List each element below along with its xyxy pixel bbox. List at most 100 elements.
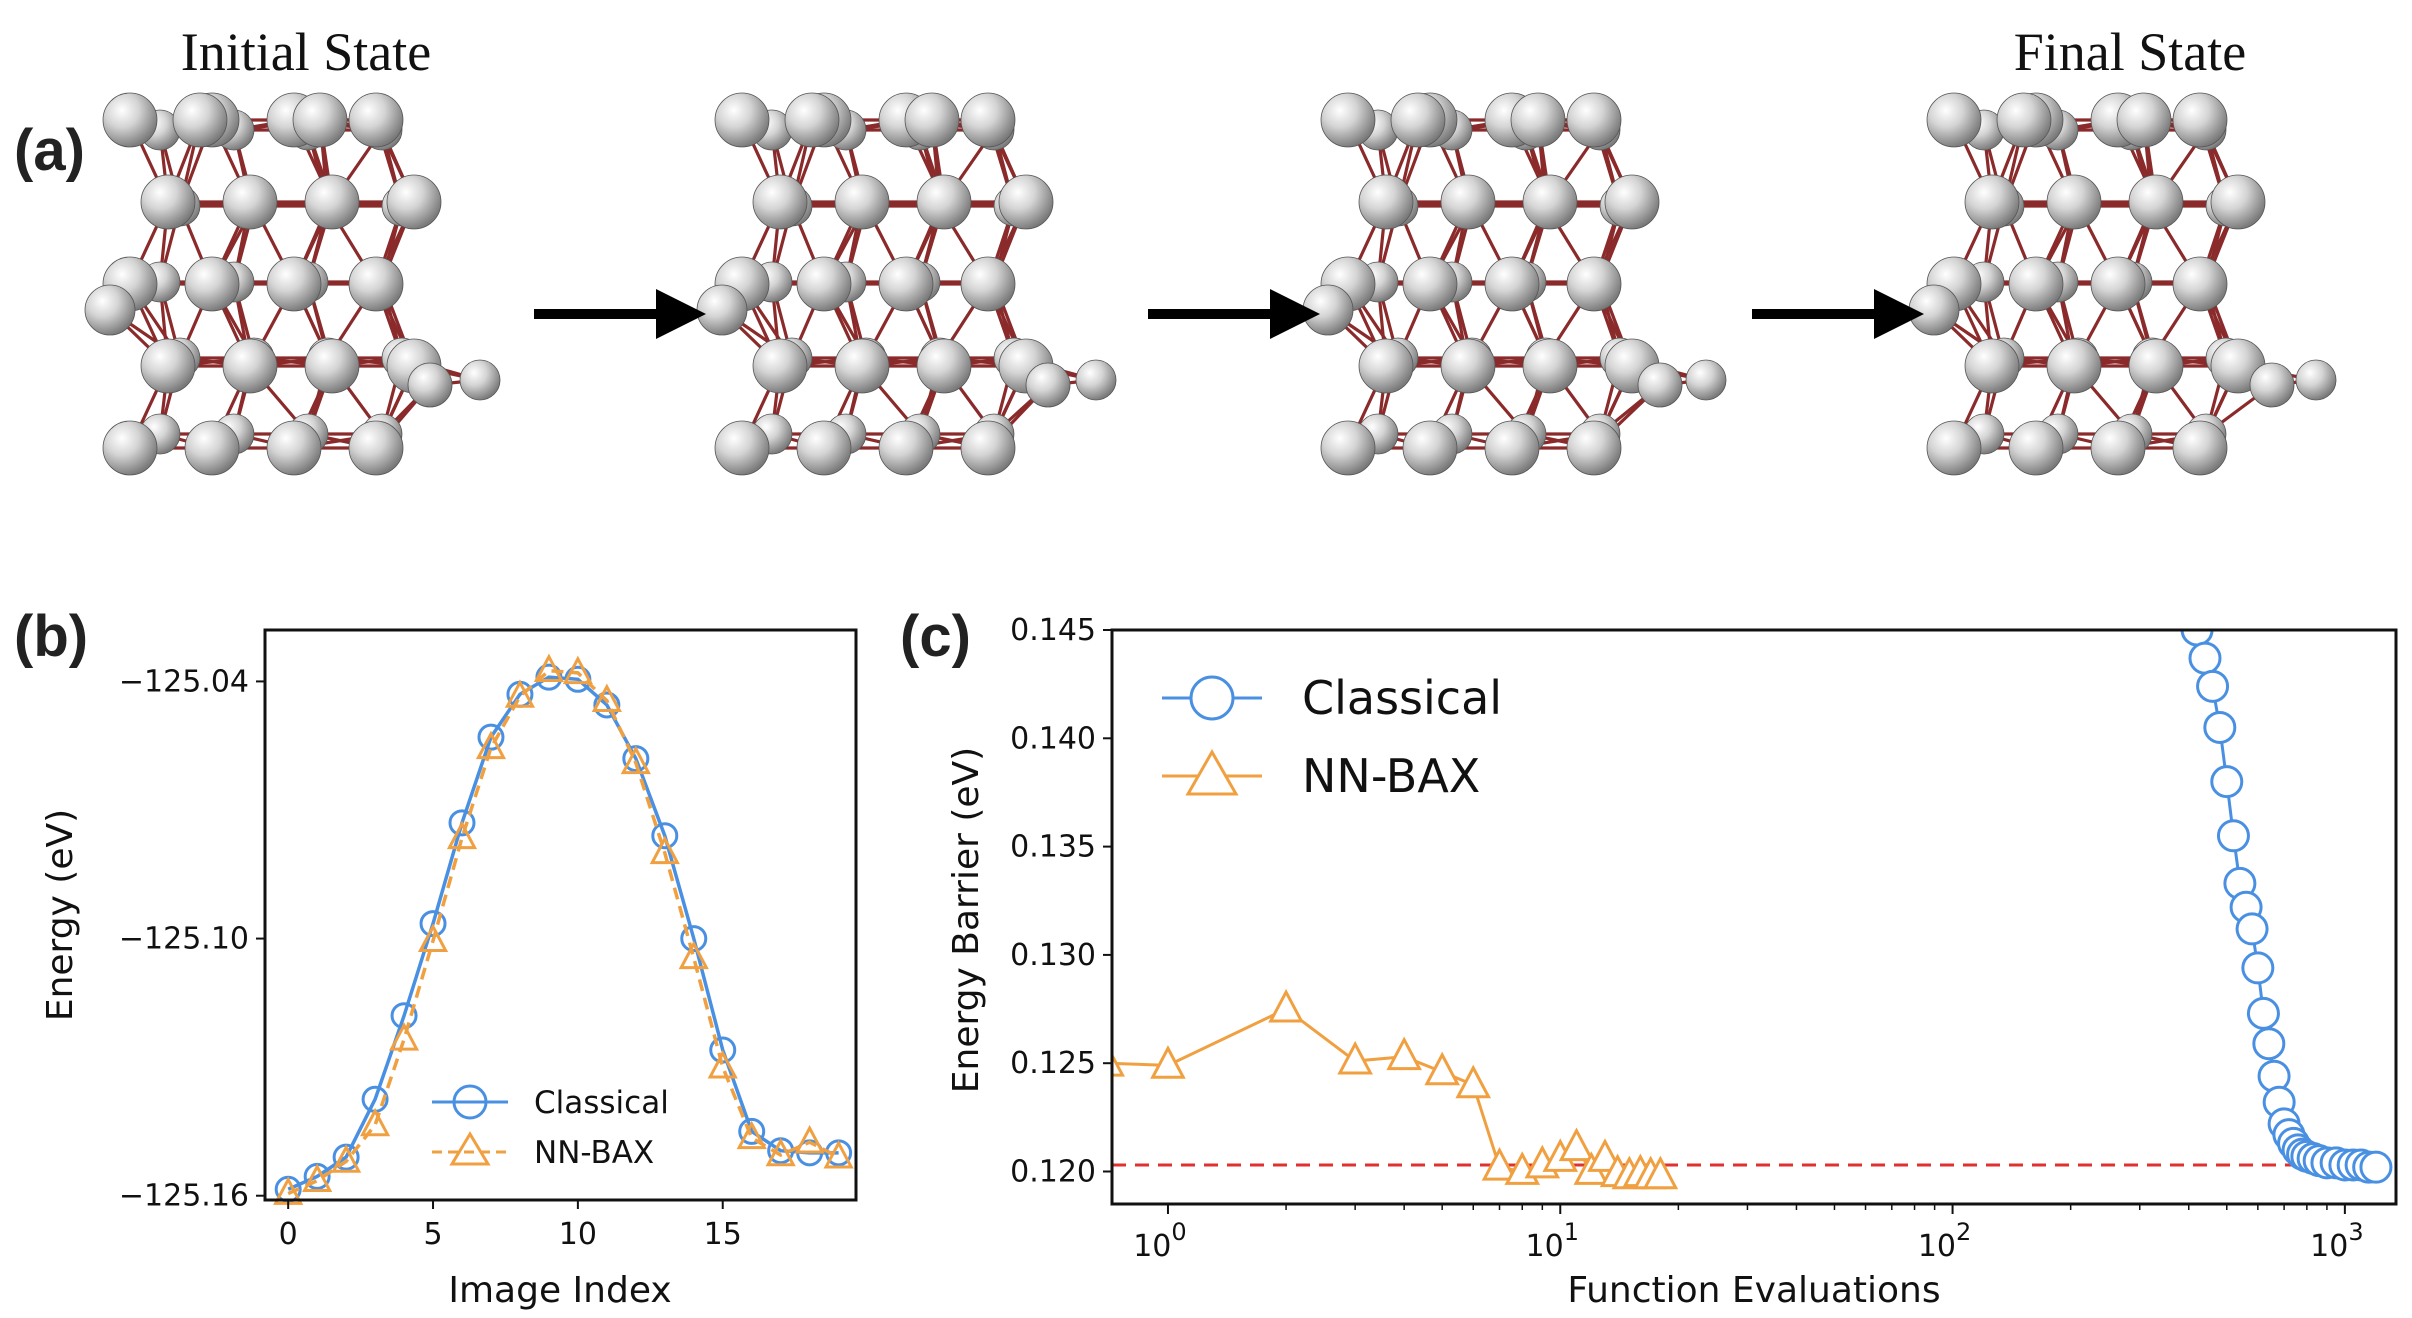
legend-c: Classical NN-BAX — [1162, 671, 1502, 803]
atom — [1908, 284, 1960, 336]
atom — [1075, 359, 1117, 401]
data-point-nnbax-b — [302, 1163, 333, 1193]
legend-marker-classical-c — [1189, 675, 1235, 721]
legend-label-nnbax-c: NN-BAX — [1302, 749, 1480, 803]
y-tick-label-c: 0.125 — [1010, 1046, 1096, 1081]
atom — [1566, 256, 1622, 312]
data-point-nnbax-b — [388, 1022, 420, 1051]
y-tick-label-c: 0.145 — [1010, 613, 1096, 648]
x-tick-label-b: 5 — [423, 1217, 442, 1252]
atom — [304, 338, 360, 394]
atom — [184, 256, 240, 312]
atom — [916, 338, 972, 394]
atom — [1025, 362, 1071, 408]
panel-b-energy-path-chart: (b) 0 5 10 15 −125.04 −125.10 −125.16 Image I… — [14, 604, 858, 1311]
atom — [1510, 92, 1566, 148]
data-point-nnbax-b — [678, 940, 709, 970]
atom — [84, 284, 136, 336]
legend-marker-nnbax — [449, 1131, 491, 1166]
atom — [140, 174, 196, 230]
x-tick-label-c: 101 — [1526, 1218, 1579, 1264]
data-point-nnbax-b — [765, 1137, 796, 1167]
atom — [752, 338, 808, 394]
structure-final — [1908, 92, 2337, 476]
data-point-nnbax-b — [562, 655, 593, 685]
atom — [2008, 420, 2064, 476]
legend-b: Classical NN-BAX — [432, 1084, 669, 1171]
atom — [386, 174, 442, 230]
atom — [102, 420, 158, 476]
structure-image-3 — [1302, 92, 1727, 476]
legend-label-nnbax: NN-BAX — [534, 1135, 654, 1171]
atom — [1566, 92, 1622, 148]
atom — [696, 284, 748, 336]
data-point-nnbax-c — [1112, 1052, 1125, 1077]
x-tick-label-b: 15 — [704, 1217, 742, 1252]
data-point-nnbax-c — [1424, 1051, 1460, 1086]
atom — [1402, 256, 1458, 312]
atom — [834, 174, 890, 230]
data-point-classical-b — [477, 723, 505, 751]
atom — [2116, 92, 2172, 148]
atom — [1320, 420, 1376, 476]
atom — [1566, 420, 1622, 476]
data-point-nnbax-b — [823, 1139, 854, 1169]
atom — [2295, 359, 2337, 401]
data-point-nnbax-b — [417, 923, 449, 953]
atom — [2046, 338, 2102, 394]
atom — [1522, 174, 1578, 230]
atom — [1964, 174, 2020, 230]
data-point-nnbax-c — [1150, 1045, 1186, 1079]
atom — [1358, 338, 1414, 394]
series-line-classical-b — [287, 675, 839, 1191]
atom — [1522, 338, 1578, 394]
panel-label-a: (a) — [14, 118, 85, 183]
atom — [1390, 92, 1446, 148]
data-point-classical-c — [2252, 1027, 2286, 1061]
atom — [1996, 92, 2052, 148]
atom — [714, 420, 770, 476]
data-point-classical-b — [651, 822, 679, 850]
atom — [2046, 174, 2102, 230]
atom — [2249, 362, 2295, 408]
data-point-classical-c — [2210, 765, 2244, 799]
data-point-classical-c — [2203, 710, 2237, 744]
data-point-nnbax-b — [649, 835, 680, 865]
atom — [998, 174, 1054, 230]
data-point-nnbax-b — [707, 1049, 738, 1079]
atom — [784, 92, 840, 148]
data-point-classical-c — [2246, 996, 2280, 1030]
atom — [960, 420, 1016, 476]
data-point-nnbax-b — [446, 820, 478, 850]
atom — [2128, 174, 2184, 230]
y-tick-label-c: 0.135 — [1010, 830, 1096, 865]
atom — [1302, 284, 1354, 336]
data-point-classical-b — [448, 809, 476, 837]
atom — [348, 256, 404, 312]
data-point-nnbax-b — [475, 730, 507, 760]
data-point-nnbax-c — [1386, 1036, 1422, 1071]
final-state-title: Final State — [2014, 22, 2246, 82]
atom — [1320, 92, 1376, 148]
atom — [222, 174, 278, 230]
panel-a-structures: (a) Initial State Final State — [14, 22, 2337, 476]
series-line-nnbax-b — [287, 668, 840, 1196]
data-point-classical-c — [2359, 1150, 2393, 1184]
atom — [1440, 338, 1496, 394]
atom — [1440, 174, 1496, 230]
y-tick-label-b: −125.04 — [119, 664, 249, 699]
data-point-classical-b — [680, 925, 708, 953]
data-point-classical-b — [593, 691, 621, 719]
x-axis-label-b: Image Index — [448, 1270, 671, 1311]
data-point-classical-c — [2235, 912, 2269, 946]
x-axis-label-c: Function Evaluations — [1567, 1270, 1940, 1311]
y-tick-label-c: 0.140 — [1010, 721, 1096, 756]
data-point-nnbax-c — [1481, 1146, 1518, 1181]
atom — [2090, 256, 2146, 312]
atom — [184, 420, 240, 476]
atom — [140, 338, 196, 394]
atom — [2172, 420, 2228, 476]
atom — [1484, 420, 1540, 476]
atom — [714, 92, 770, 148]
data-point-nnbax-b — [533, 653, 565, 683]
